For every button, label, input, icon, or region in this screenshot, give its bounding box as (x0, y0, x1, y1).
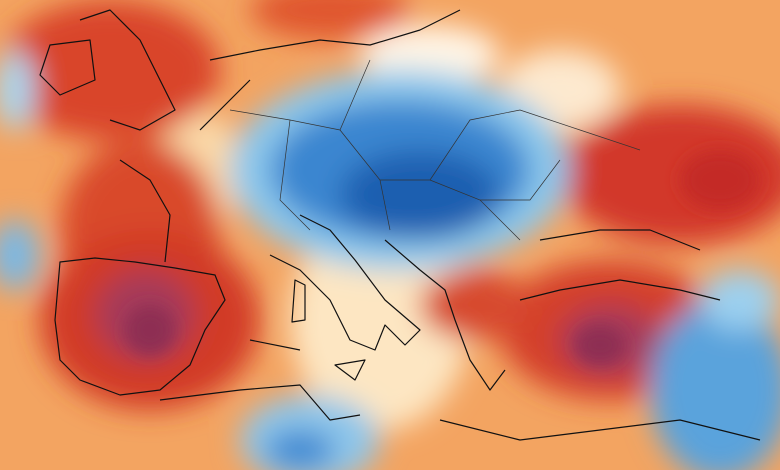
iberia-coast (54, 257, 226, 396)
islands-coast (249, 279, 366, 381)
cool-area (0, 50, 35, 130)
africa-coast (159, 384, 761, 441)
borders (229, 59, 641, 241)
cold-core (340, 150, 500, 240)
cool-area (0, 220, 40, 290)
country-borders (229, 59, 641, 241)
cool-area (700, 270, 780, 330)
warm-area (250, 0, 410, 40)
pale-area (360, 25, 500, 85)
hot-core (575, 325, 625, 365)
warm-area (0, 0, 220, 140)
italy-coast (269, 214, 421, 351)
warm-area (560, 105, 780, 245)
hot-core (125, 305, 175, 355)
british-isles (39, 9, 176, 131)
cool-area (265, 430, 335, 470)
north-coast (209, 9, 461, 61)
coastlines (39, 9, 761, 441)
cool-area (650, 300, 780, 470)
warm-area (420, 270, 530, 340)
anomaly-detail (125, 150, 760, 365)
warm-core (680, 150, 760, 210)
east-med-coast (384, 229, 721, 391)
france-coast (119, 79, 251, 263)
